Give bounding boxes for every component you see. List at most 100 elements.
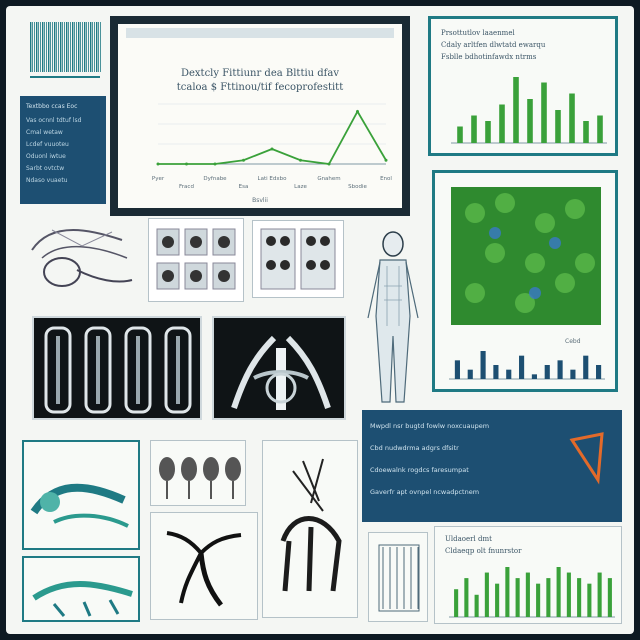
barcode-stripe (94, 22, 95, 72)
specimen-grid-2 (252, 220, 344, 298)
mid-right-bar (544, 365, 550, 379)
barcode-stripe (36, 22, 38, 72)
text-block-line: Ndaso vuaetu (26, 177, 68, 184)
barcode-stripe (56, 22, 57, 72)
top-right-bar (471, 115, 477, 143)
xray-bone (44, 326, 72, 414)
barcode-stripe (98, 22, 99, 72)
bottom-right-chart-svg: Uldaoerl dmt Cldaeqp olt fnunrstor (445, 535, 615, 618)
teal-skeleton-panel-2 (22, 556, 140, 622)
green-microscopy-panel: Cebd (432, 170, 618, 392)
main-chart-tick-label: Sbodie (348, 184, 367, 190)
bottom-right-bar (454, 589, 459, 617)
top-right-bar (597, 115, 603, 143)
text-block-line: Vas ocnnl tdtuf lsd (26, 117, 82, 124)
text-block: Textbbo ccas Eoc Vas ocnnl tdtuf lsd Cmal… (20, 96, 106, 204)
barcode-stripe (96, 22, 98, 72)
top-right-chart-panel: Prsottutlov laaenmel Cdaly arltfen dlwta… (428, 16, 618, 156)
barcode-stripe (44, 22, 45, 72)
barcode-stripe (86, 22, 87, 72)
barcode-stripe (64, 22, 65, 72)
specimen-object (280, 260, 290, 270)
tr-title-2: Cdaly arltfen dlwtatd ewarqu (441, 41, 546, 49)
cell-blob (525, 253, 545, 273)
microscopy-svg: Cebd (449, 187, 605, 380)
specimen-object (190, 270, 202, 282)
tr-title-3: Fsblle bdhotinfawdx ntrms (441, 53, 537, 61)
main-chart-tick-label: Pyer (152, 176, 165, 182)
specimen-object (306, 260, 316, 270)
specimen-grid-1 (148, 218, 244, 302)
br-title-2: Cldaeqp olt fnunrstor (445, 547, 522, 555)
barcode-stripe (72, 22, 74, 72)
top-right-bar (457, 126, 463, 143)
specimen-object (320, 260, 330, 270)
cell-nucleus (489, 227, 501, 239)
barcode-stripe (32, 22, 33, 72)
barcode-stripe (38, 22, 39, 72)
barcode-stripe (68, 22, 69, 72)
mid-right-bar (480, 351, 486, 379)
top-right-bar (499, 104, 505, 143)
mid-right-bar (570, 369, 576, 379)
top-right-bar (569, 93, 575, 143)
text-block-line: Lcdef vuuoteu (26, 141, 69, 148)
bottom-right-bar (546, 578, 551, 617)
cell-blob (575, 253, 595, 273)
barcode-svg (30, 22, 101, 78)
barcode-stripe (58, 22, 59, 72)
xray-panel-1 (32, 316, 202, 420)
bottom-right-bar (505, 567, 510, 617)
right-text-line: Gaverfr apt ovnpel ncwadpctnem (370, 488, 479, 496)
barcode-stripe (74, 22, 75, 72)
specimen-object (320, 236, 330, 246)
cell-blob (535, 213, 555, 233)
mid-right-bar (467, 369, 473, 379)
mid-right-bar (557, 360, 563, 379)
bottom-right-bar (474, 594, 479, 617)
right-text-line: Cbd nudwdrma adgrs dfsitr (370, 444, 459, 452)
barcode-stripe (90, 22, 92, 72)
skull-sketch-panel (150, 440, 246, 506)
main-chart-title-1: Dextcly Fittiunr dea Blttiu dfav (181, 68, 339, 79)
mid-right-bar (596, 365, 602, 379)
cell-nucleus (549, 237, 561, 249)
top-right-bar (541, 82, 547, 143)
barcode-stripe (66, 22, 68, 72)
barcode-stripe (34, 22, 35, 72)
xray-bone (124, 326, 152, 414)
mid-right-bar (519, 355, 525, 379)
bottom-right-bar (577, 578, 582, 617)
specimen-cell (300, 228, 336, 290)
main-chart-panel: Dextcly Fittiunr dea Blttiu dfav tcaloa … (110, 16, 410, 216)
main-chart-svg: Dextcly Fittiunr dea Blttiu dfav tcaloa … (126, 28, 394, 204)
top-right-bar (513, 77, 519, 143)
main-chart-tick-label: Fracd (179, 184, 194, 190)
skull-sketch (225, 457, 241, 481)
barcode-stripe (82, 22, 83, 72)
barcode-stripe (76, 22, 77, 72)
main-chart-tick-label: Laze (294, 184, 307, 190)
specimen-object (266, 236, 276, 246)
xray-bone (84, 326, 112, 414)
cell-blob (495, 193, 515, 213)
barcode-stripe (78, 22, 80, 72)
barcode-stripe (48, 22, 50, 72)
cell-blob (555, 273, 575, 293)
barcode-stripe (62, 22, 63, 72)
barcode-stripe (84, 22, 86, 72)
bottom-right-bar (597, 572, 602, 617)
creature-illustration-panel (262, 440, 358, 618)
main-chart-footer: Bsvlii (252, 197, 268, 204)
bottom-right-bar (566, 572, 571, 617)
cell-blob (565, 199, 585, 219)
barcode-stripe (46, 22, 47, 72)
cage-illustration (368, 532, 428, 622)
top-right-chart-svg: Prsottutlov laaenmel Cdaly arltfen dlwta… (441, 29, 607, 144)
main-chart-tick-label: Dyfnabe (203, 176, 227, 182)
main-chart-tick-label: Enol (380, 176, 392, 182)
text-block-line: Cmal wetaw (26, 129, 63, 136)
xray-bone (164, 326, 192, 414)
main-chart-series-line (158, 109, 387, 165)
bottom-right-bar (484, 572, 489, 617)
